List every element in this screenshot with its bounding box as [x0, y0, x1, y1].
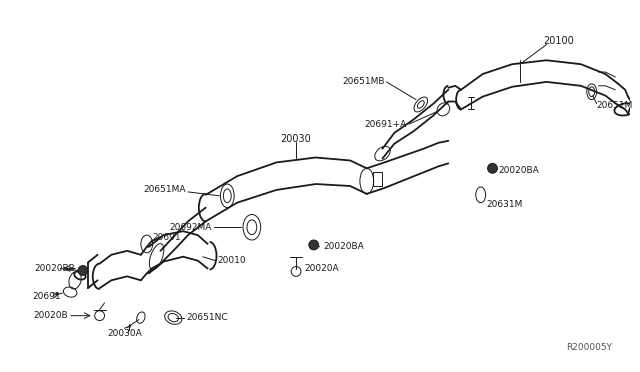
- Text: R200005Y: R200005Y: [566, 343, 612, 352]
- Circle shape: [309, 240, 319, 250]
- Circle shape: [78, 266, 88, 275]
- Text: 20651NC: 20651NC: [186, 313, 228, 322]
- Text: 20692MA: 20692MA: [169, 223, 212, 232]
- Text: 20691: 20691: [33, 292, 61, 301]
- Text: 20691+A: 20691+A: [365, 120, 407, 129]
- Text: 20651M: 20651M: [596, 101, 633, 110]
- Text: 20030: 20030: [281, 134, 312, 144]
- Text: 20651MA: 20651MA: [143, 185, 186, 195]
- Text: 20020A: 20020A: [304, 264, 339, 273]
- Text: 20691: 20691: [153, 232, 181, 241]
- Circle shape: [488, 163, 497, 173]
- Text: 20020B: 20020B: [33, 311, 68, 320]
- Text: 20030A: 20030A: [108, 329, 142, 338]
- Text: 20020BB: 20020BB: [35, 264, 76, 273]
- Text: 20100: 20100: [543, 36, 574, 46]
- Text: 20020BA: 20020BA: [324, 243, 364, 251]
- Text: 20010: 20010: [218, 256, 246, 265]
- Text: 20020BA: 20020BA: [499, 166, 539, 175]
- Text: 20651MB: 20651MB: [342, 77, 385, 86]
- Text: 20631M: 20631M: [486, 200, 523, 209]
